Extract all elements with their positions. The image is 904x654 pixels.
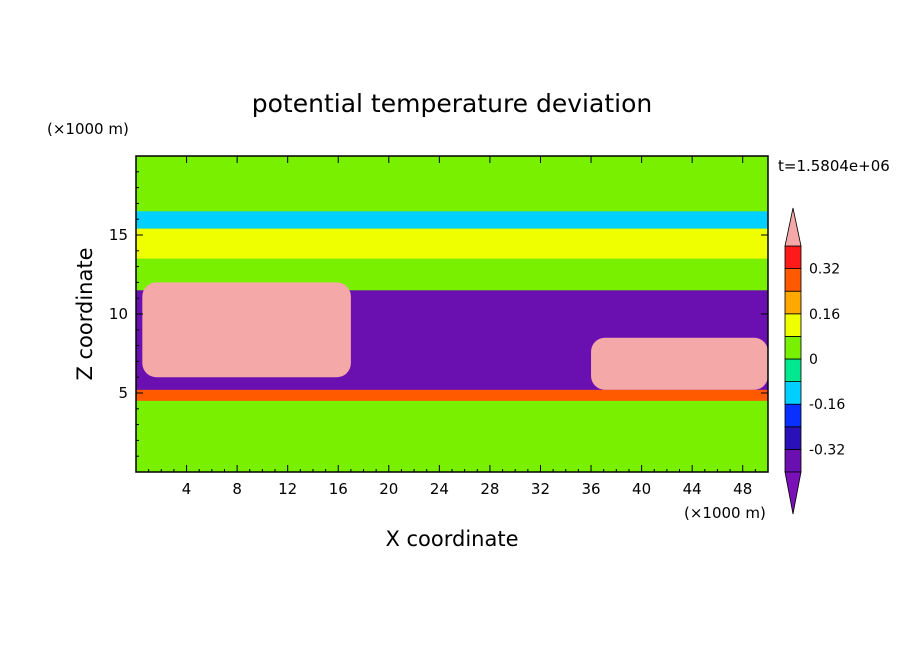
field-layer: [136, 156, 768, 468]
x-tick-label: 20: [379, 480, 398, 498]
y-unit-label: (×1000 m): [47, 120, 129, 138]
y-axis-ticks: 5 10 15: [109, 171, 768, 457]
y-tick-label: 10: [109, 305, 128, 323]
colorbar-segment: [784, 290, 802, 315]
colorbar-label: 0.16: [809, 307, 840, 323]
field-region-boundary-layer: [136, 400, 768, 468]
colorbar-segment: [784, 403, 802, 428]
colorbar-segment: [784, 381, 802, 405]
colorbar-label: -0.32: [809, 442, 845, 458]
colorbar-under-arrow: [784, 471, 802, 515]
colorbar-segment: [784, 426, 802, 450]
y-axis-label: Z coordinate: [73, 247, 97, 380]
x-tick-label: 12: [278, 480, 297, 498]
colorbar-segment: [784, 245, 802, 270]
colorbar-label: -0.16: [809, 397, 845, 413]
x-tick-label: 16: [329, 480, 348, 498]
x-tick-label: 8: [232, 480, 242, 498]
x-axis-label: X coordinate: [385, 527, 518, 551]
x-tick-label: 24: [430, 480, 449, 498]
y-tick-label: 15: [109, 226, 128, 244]
colorbar-segment: [784, 313, 802, 337]
x-tick-label: 4: [182, 480, 192, 498]
colorbar-label: 0: [809, 352, 818, 368]
colorbar-segment: [784, 335, 802, 360]
colorbar-over-arrow: [784, 207, 802, 247]
x-tick-label: 40: [632, 480, 651, 498]
y-tick-label: 5: [118, 384, 128, 402]
x-unit-label: (×1000 m): [684, 504, 766, 522]
field-region-upper-stratosphere: [136, 156, 768, 212]
field-region-warm-plume-right: [591, 337, 768, 390]
colorbar-segment: [784, 358, 802, 383]
x-tick-label: 32: [531, 480, 550, 498]
time-label: t=1.5804e+06: [778, 157, 890, 175]
x-tick-label: 36: [581, 480, 600, 498]
field-region-warm-plume-left: [142, 282, 351, 378]
x-tick-label: 28: [480, 480, 499, 498]
x-tick-label: 48: [733, 480, 752, 498]
colorbar-segment: [784, 448, 802, 473]
field-region-warm-band: [136, 228, 768, 259]
x-tick-label: 44: [683, 480, 702, 498]
field-region-cyan-layer: [136, 211, 768, 229]
colorbar: -0.32 -0.16 0 0.16 0.32: [784, 207, 845, 515]
x-axis-ticks: 4 8 12 16 20 24 28 32 36 40 44 48: [148, 156, 756, 498]
field-region-inversion-base: [136, 389, 768, 401]
colorbar-label: 0.32: [809, 262, 840, 278]
colorbar-segment: [784, 268, 802, 292]
chart-title: potential temperature deviation: [252, 89, 652, 118]
